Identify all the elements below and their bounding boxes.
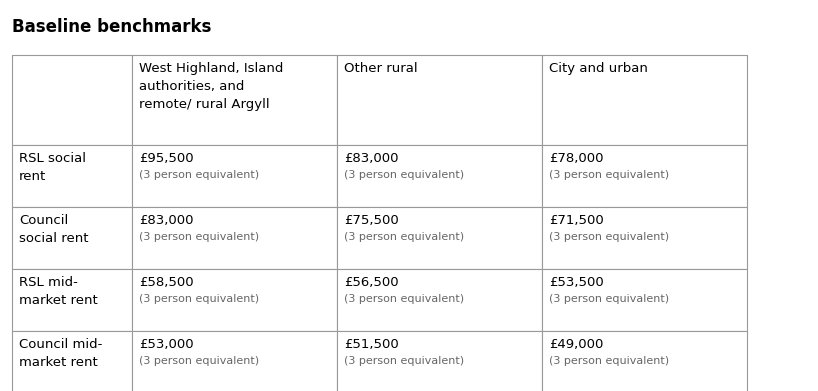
Bar	[132, 269, 337, 331]
Text: (3 person equivalent): (3 person equivalent)	[549, 170, 669, 180]
Bar	[337, 269, 542, 331]
Bar	[12, 331, 132, 391]
Text: (3 person equivalent): (3 person equivalent)	[139, 170, 259, 180]
Bar	[542, 145, 747, 207]
Bar	[542, 55, 747, 145]
Bar	[337, 55, 542, 145]
Bar	[132, 145, 337, 207]
Text: City and urban: City and urban	[549, 62, 648, 75]
Bar	[12, 145, 132, 207]
Text: (3 person equivalent): (3 person equivalent)	[344, 294, 464, 304]
Bar	[542, 331, 747, 391]
Text: £95,500: £95,500	[139, 152, 194, 165]
Text: £56,500: £56,500	[344, 276, 398, 289]
Text: (3 person equivalent): (3 person equivalent)	[344, 232, 464, 242]
Bar	[12, 269, 132, 331]
Text: £78,000: £78,000	[549, 152, 604, 165]
Text: (3 person equivalent): (3 person equivalent)	[139, 294, 259, 304]
Bar	[132, 55, 337, 145]
Text: £71,500: £71,500	[549, 214, 604, 227]
Bar	[12, 55, 132, 145]
Text: £51,500: £51,500	[344, 338, 398, 351]
Text: West Highland, Island
authorities, and
remote/ rural Argyll: West Highland, Island authorities, and r…	[139, 62, 283, 111]
Text: £49,000: £49,000	[549, 338, 604, 351]
Text: RSL mid-
market rent: RSL mid- market rent	[19, 276, 97, 307]
Text: Other rural: Other rural	[344, 62, 418, 75]
Bar	[337, 331, 542, 391]
Text: £83,000: £83,000	[139, 214, 194, 227]
Bar	[542, 269, 747, 331]
Text: (3 person equivalent): (3 person equivalent)	[139, 356, 259, 366]
Text: (3 person equivalent): (3 person equivalent)	[549, 232, 669, 242]
Bar	[132, 207, 337, 269]
Bar	[337, 207, 542, 269]
Bar	[12, 207, 132, 269]
Text: Baseline benchmarks: Baseline benchmarks	[12, 18, 211, 36]
Bar	[132, 331, 337, 391]
Text: Council
social rent: Council social rent	[19, 214, 88, 245]
Text: (3 person equivalent): (3 person equivalent)	[549, 294, 669, 304]
Text: £83,000: £83,000	[344, 152, 398, 165]
Text: £75,500: £75,500	[344, 214, 398, 227]
Text: RSL social
rent: RSL social rent	[19, 152, 86, 183]
Text: Council mid-
market rent: Council mid- market rent	[19, 338, 102, 369]
Text: (3 person equivalent): (3 person equivalent)	[344, 170, 464, 180]
Text: (3 person equivalent): (3 person equivalent)	[139, 232, 259, 242]
Text: (3 person equivalent): (3 person equivalent)	[344, 356, 464, 366]
Text: £58,500: £58,500	[139, 276, 194, 289]
Bar	[337, 145, 542, 207]
Bar	[542, 207, 747, 269]
Text: £53,000: £53,000	[139, 338, 194, 351]
Text: (3 person equivalent): (3 person equivalent)	[549, 356, 669, 366]
Text: £53,500: £53,500	[549, 276, 604, 289]
